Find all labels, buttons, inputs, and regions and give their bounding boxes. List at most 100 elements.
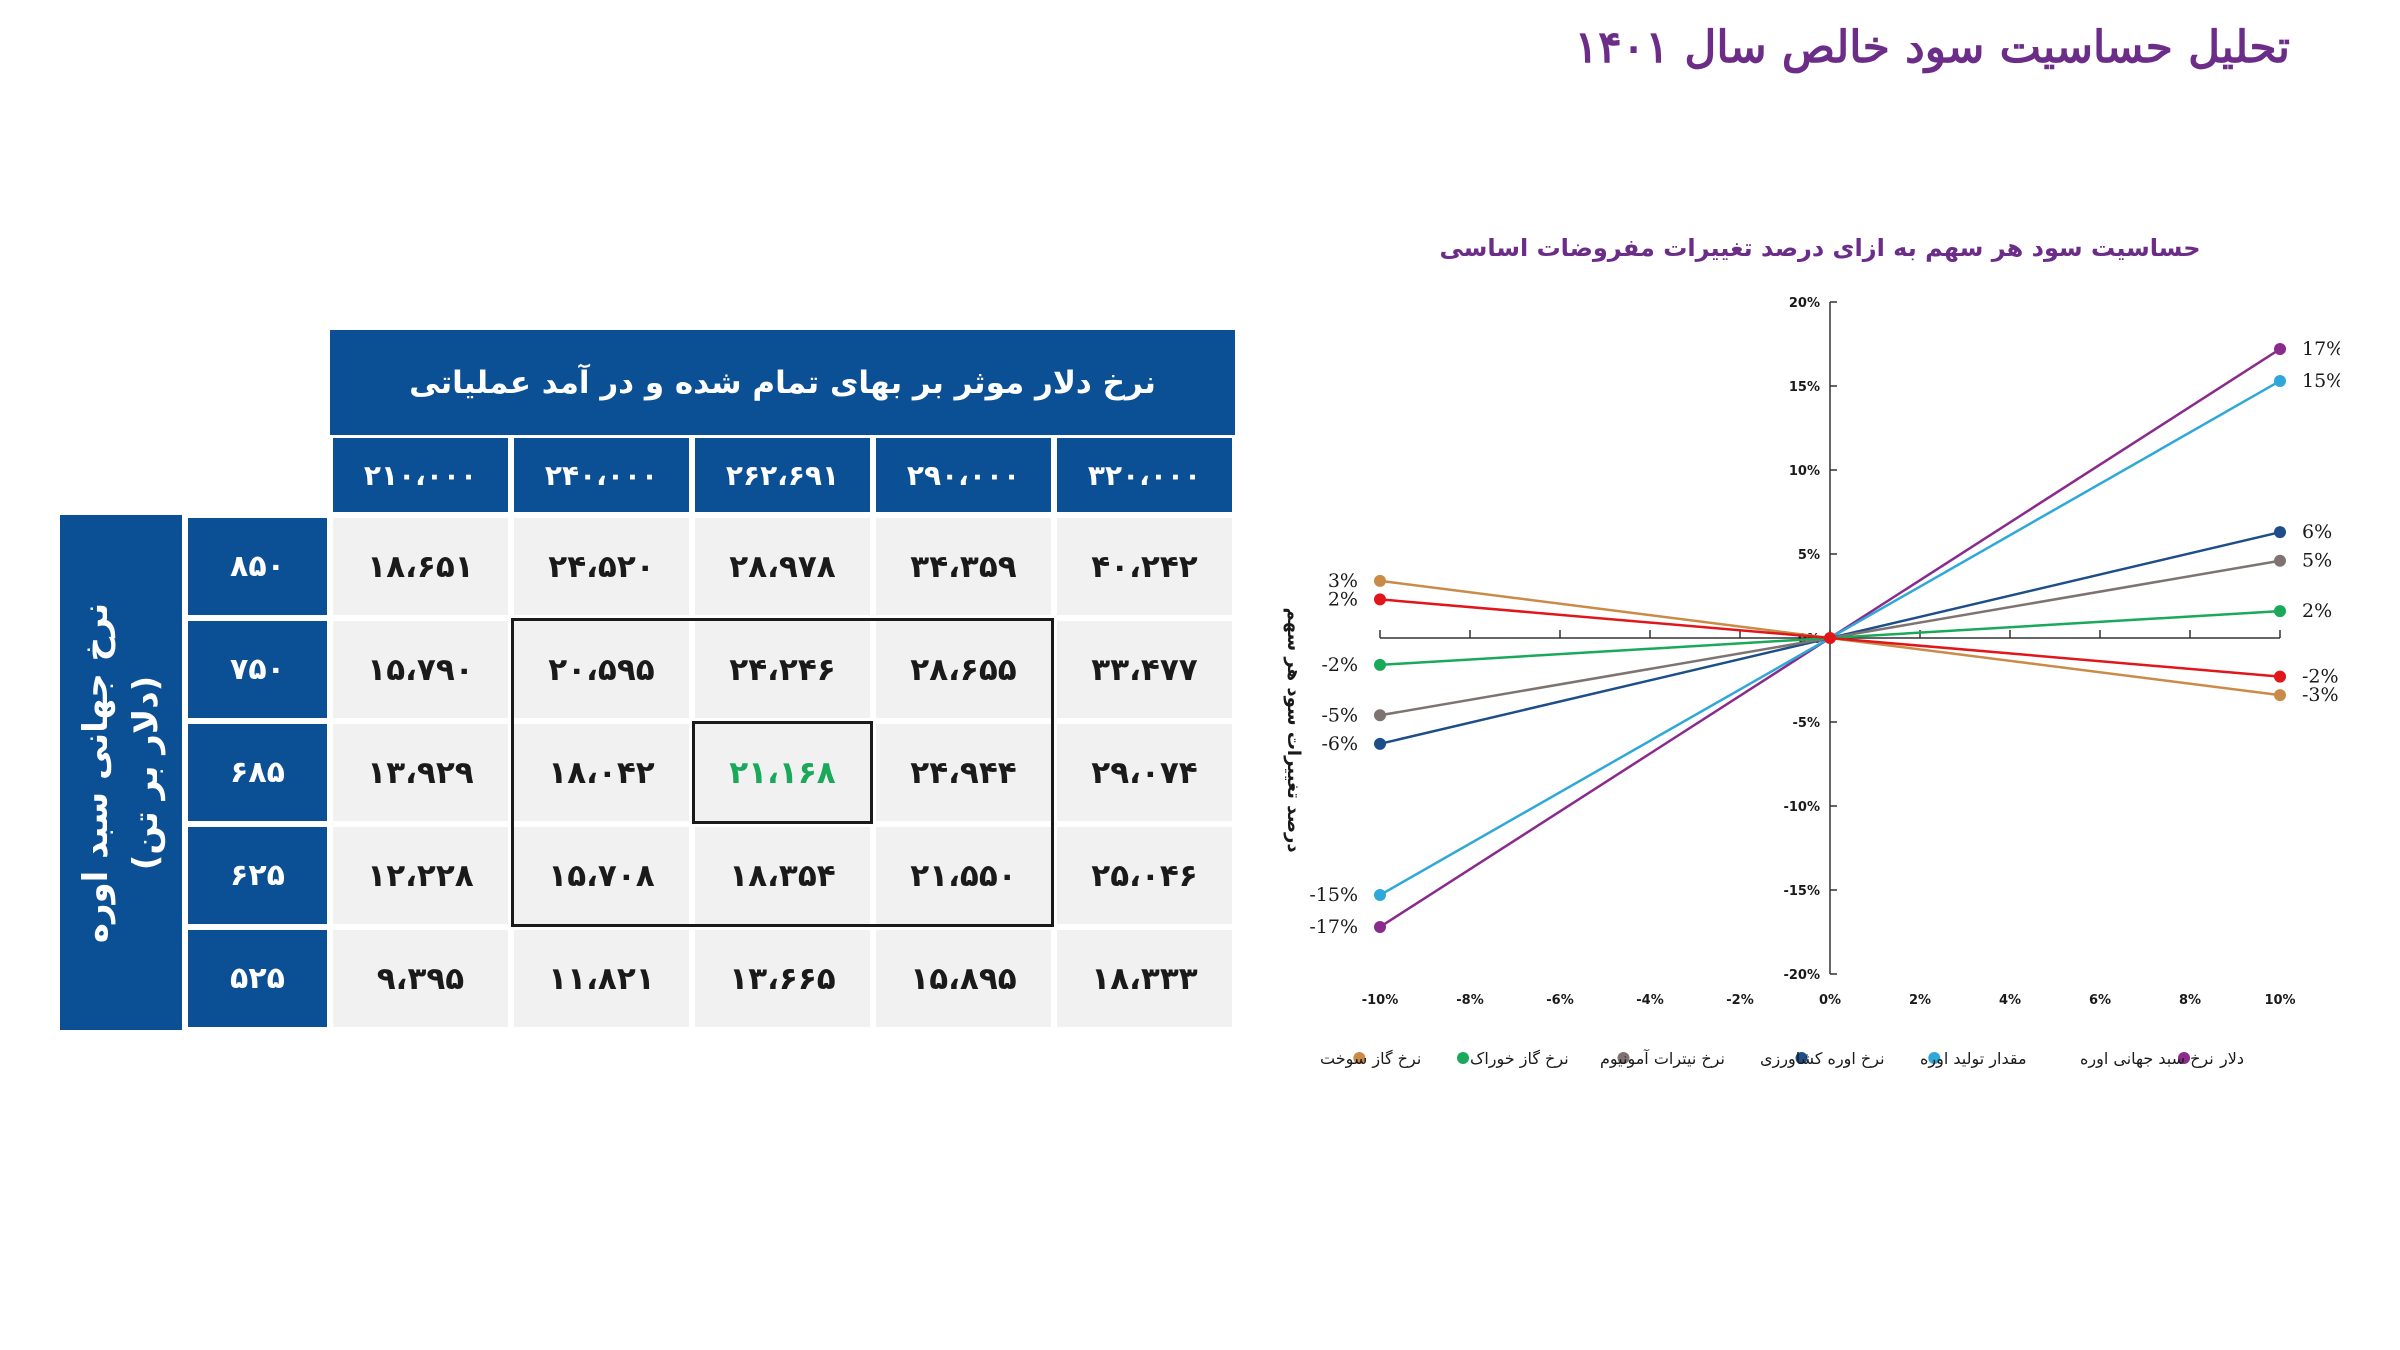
row-header-4: ۶۲۵ <box>185 824 330 927</box>
table-cell: ۱۸،۰۴۲ <box>511 721 692 824</box>
table-cell: ۲۵،۰۴۶ <box>1054 824 1235 927</box>
table-cell: ۱۳،۹۲۹ <box>330 721 511 824</box>
column-header-title: نرخ دلار موثر بر بهای تمام شده و در آمد … <box>330 330 1235 435</box>
series-left-label: 3% <box>1328 570 1358 592</box>
column-header-2: ۲۴۰،۰۰۰ <box>511 435 692 515</box>
y-tick-label: -5% <box>1793 716 1820 731</box>
x-tick-label: 10% <box>2264 993 2295 1008</box>
series-right-label: 17% <box>2302 338 2340 360</box>
table-cell: ۲۴،۹۴۴ <box>873 721 1054 824</box>
sensitivity-table: نرخ دلار موثر بر بهای تمام شده و در آمد … <box>0 0 1240 1040</box>
row-header-3: ۶۸۵ <box>185 721 330 824</box>
series-right-label: 2% <box>2302 600 2332 622</box>
legend-marker <box>1928 1052 1941 1064</box>
x-tick-label: -2% <box>1726 993 1753 1008</box>
series-right-label: 15% <box>2302 370 2340 392</box>
table-cell: ۲۴،۲۴۶ <box>692 618 873 721</box>
table-cell-base-case: ۲۱،۱۶۸ <box>692 721 873 824</box>
sensitivity-chart: حساسیت سود هر سهم به ازای درصد تغییرات م… <box>1283 234 2340 1069</box>
series-point <box>2274 554 2286 567</box>
y-tick-label: -15% <box>1783 884 1820 899</box>
series-right-label: 5% <box>2302 550 2332 572</box>
x-tick-label: -4% <box>1636 993 1663 1008</box>
legend-marker <box>2178 1052 2191 1064</box>
series-point <box>2274 689 2286 702</box>
legend-label: نرخ سبد جهانی اوره <box>2080 1049 2214 1069</box>
x-tick-label: 0% <box>1819 993 1841 1008</box>
y-tick-label: 10% <box>1789 464 1820 479</box>
legend-label: نرخ اوره کشاورزی <box>1760 1049 1885 1069</box>
series-left-label: 2% <box>1328 588 1358 610</box>
table-cell: ۹،۳۹۵ <box>330 927 511 1030</box>
row-header-title-line1: نرخ جهانی سبد اوره <box>76 602 117 943</box>
table-cell: ۱۱،۸۲۱ <box>511 927 692 1030</box>
table-cell: ۲۸،۶۵۵ <box>873 618 1054 721</box>
x-tick-label: -6% <box>1546 993 1573 1008</box>
series-left-label: -15% <box>1309 884 1358 906</box>
table-cell: ۱۸،۳۳۳ <box>1054 927 1235 1030</box>
x-tick-label: 6% <box>2089 993 2111 1008</box>
table-cell: ۱۲،۲۲۸ <box>330 824 511 927</box>
x-tick-label: -10% <box>1362 993 1399 1008</box>
series-point <box>1374 737 1386 750</box>
series-point <box>2274 605 2286 618</box>
row-header-5: ۵۲۵ <box>185 927 330 1030</box>
table-cell: ۳۳،۴۷۷ <box>1054 618 1235 721</box>
series-left-label: -17% <box>1309 916 1358 938</box>
series-point <box>1374 709 1386 722</box>
x-tick-label: -8% <box>1456 993 1483 1008</box>
legend-marker <box>1795 1052 1808 1064</box>
column-header-3: ۲۶۲،۶۹۱ <box>692 435 873 515</box>
legend-label: نرخ گاز سوخت <box>1320 1049 1421 1069</box>
legend-marker <box>1457 1052 1470 1064</box>
y-tick-label: -20% <box>1783 968 1820 983</box>
table-cell: ۱۵،۷۹۰ <box>330 618 511 721</box>
y-tick-label: 5% <box>1798 548 1820 563</box>
series-point <box>1374 658 1386 671</box>
series-point <box>2274 374 2286 387</box>
y-tick-label: -10% <box>1783 800 1820 815</box>
row-header-title: نرخ جهانی سبد اوره (دلار بر تن) <box>60 515 185 1030</box>
chart-title: حساسیت سود هر سهم به ازای درصد تغییرات م… <box>1439 234 2200 262</box>
table-cell: ۱۸،۶۵۱ <box>330 515 511 618</box>
column-header-4: ۲۹۰،۰۰۰ <box>873 435 1054 515</box>
series-point <box>1374 593 1386 606</box>
column-header-5: ۳۲۰،۰۰۰ <box>1054 435 1235 515</box>
legend-label: نرخ گاز خوراک <box>1470 1049 1569 1069</box>
x-tick-label: 2% <box>1909 993 1931 1008</box>
series-point <box>1374 920 1386 933</box>
row-header-2: ۷۵۰ <box>185 618 330 721</box>
plot-area: -10% -8% -6% -4% -2% 0% 2% 4% 6% 8% 10% -20% -15% -10… <box>1309 296 2340 1008</box>
y-tick-label: 15% <box>1789 380 1820 395</box>
legend-label: دلار <box>2219 1049 2244 1069</box>
table-cell: ۴۰،۲۴۲ <box>1054 515 1235 618</box>
page-title: تحلیل حساسیت سود خالص سال ۱۴۰۱ <box>1574 22 2291 73</box>
y-axis-label: درصد تغییرات سود هر سهم <box>1283 607 1304 852</box>
series-right-label: -3% <box>2302 684 2339 706</box>
row-header-1: ۸۵۰ <box>185 515 330 618</box>
x-tick-label: 8% <box>2179 993 2201 1008</box>
table-cell: ۲۹،۰۷۴ <box>1054 721 1235 824</box>
column-header-1: ۲۱۰،۰۰۰ <box>330 435 511 515</box>
legend-label: مقدار تولید اوره <box>1920 1049 2027 1069</box>
table-cell: ۲۸،۹۷۸ <box>692 515 873 618</box>
series-left-label: -2% <box>1321 654 1358 676</box>
table-cell: ۱۸،۳۵۴ <box>692 824 873 927</box>
table-cell: ۲۰،۵۹۵ <box>511 618 692 721</box>
origin-point <box>1824 632 1836 644</box>
series-point <box>1374 574 1386 587</box>
legend-marker <box>1617 1052 1630 1064</box>
series-left-label: -5% <box>1321 704 1358 726</box>
row-header-title-line2: (دلار بر تن) <box>126 675 167 870</box>
series-left-label: -6% <box>1321 733 1358 755</box>
legend-marker <box>1353 1052 1366 1064</box>
table-cell: ۱۵،۸۹۵ <box>873 927 1054 1030</box>
table-cell: ۱۳،۶۶۵ <box>692 927 873 1030</box>
series-point <box>2274 670 2286 683</box>
legend-label: نرخ نیترات آمونیوم <box>1600 1049 1725 1069</box>
table-cell: ۳۴،۳۵۹ <box>873 515 1054 618</box>
table-cell: ۲۱،۵۵۰ <box>873 824 1054 927</box>
table-cell: ۱۵،۷۰۸ <box>511 824 692 927</box>
series-point <box>1374 889 1386 902</box>
